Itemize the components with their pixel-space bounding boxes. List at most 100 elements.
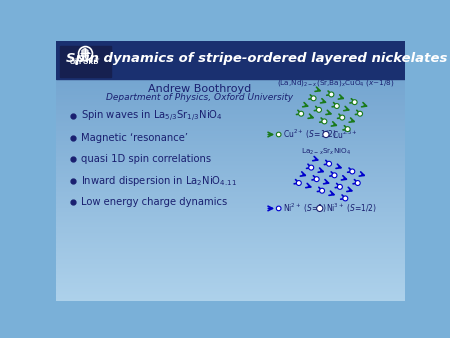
Bar [56, 163, 405, 164]
Bar [56, 259, 405, 261]
Bar [56, 125, 405, 126]
Bar [56, 65, 405, 67]
Circle shape [327, 161, 332, 166]
Bar [56, 151, 405, 152]
Bar [56, 273, 405, 275]
Bar [56, 60, 405, 62]
Text: (La,Nd)$_{2-x}$(Sr,Ba)$_x$CuO$_4$ ($x$~1/8): (La,Nd)$_{2-x}$(Sr,Ba)$_x$CuO$_4$ ($x$~1… [277, 78, 394, 88]
Bar [56, 215, 405, 216]
Bar [56, 280, 405, 281]
Bar [56, 224, 405, 225]
Bar [56, 177, 405, 178]
Bar [56, 97, 405, 99]
Bar [56, 209, 405, 211]
Bar [56, 295, 405, 297]
Bar [56, 142, 405, 143]
Circle shape [343, 196, 348, 201]
Bar [56, 290, 405, 292]
Bar [56, 166, 405, 168]
Bar [56, 77, 405, 78]
Bar [56, 71, 405, 73]
Bar [56, 252, 405, 254]
Bar [56, 191, 405, 193]
Bar [56, 131, 405, 133]
Bar [56, 194, 405, 195]
Bar [56, 265, 405, 267]
Bar [56, 149, 405, 151]
Bar [56, 216, 405, 218]
Bar [56, 87, 405, 89]
Text: Inward dispersion in La$_2$NiO$_{4.11}$: Inward dispersion in La$_2$NiO$_{4.11}$ [81, 174, 237, 188]
Bar [56, 37, 405, 79]
Bar [56, 49, 405, 51]
Bar [56, 234, 405, 236]
Bar [56, 104, 405, 106]
Bar [56, 84, 405, 86]
Bar [56, 99, 405, 100]
Bar [56, 144, 405, 146]
Bar [56, 112, 405, 114]
Circle shape [316, 107, 321, 112]
Bar [56, 213, 405, 215]
Bar [56, 52, 405, 54]
Bar [56, 54, 405, 56]
Bar [56, 139, 405, 141]
Bar [56, 187, 405, 189]
Bar [56, 120, 405, 121]
Bar [56, 276, 405, 277]
Bar [56, 244, 405, 246]
Bar [56, 134, 405, 136]
Circle shape [340, 115, 345, 120]
Bar [56, 246, 405, 247]
Bar [56, 221, 405, 223]
Bar [56, 66, 405, 68]
Bar [56, 75, 405, 77]
Bar [56, 229, 405, 231]
Bar [56, 91, 405, 93]
Text: Cu$^{2+}$ ($S$=1/2): Cu$^{2+}$ ($S$=1/2) [284, 128, 337, 141]
Bar [56, 155, 405, 156]
Bar [56, 88, 405, 90]
Bar [56, 109, 405, 111]
Circle shape [276, 206, 281, 211]
Bar [56, 152, 405, 154]
Bar [56, 61, 405, 63]
Bar [56, 298, 405, 299]
Bar [56, 48, 405, 50]
Circle shape [309, 165, 314, 170]
Bar [56, 53, 405, 55]
Bar [56, 57, 405, 59]
Circle shape [350, 169, 355, 174]
Bar [56, 196, 405, 198]
Bar [56, 251, 405, 253]
Bar [56, 260, 405, 262]
Bar [56, 143, 405, 145]
Bar [56, 198, 405, 199]
Bar [56, 254, 405, 255]
Circle shape [338, 185, 342, 189]
Bar [56, 148, 405, 150]
Text: OXFORD: OXFORD [70, 61, 100, 65]
Text: quasi 1D spin correlations: quasi 1D spin correlations [81, 154, 211, 164]
Bar [56, 226, 405, 228]
Circle shape [332, 173, 337, 178]
Bar [56, 113, 405, 115]
Bar [56, 175, 405, 177]
Bar [56, 103, 405, 104]
Bar [56, 126, 405, 128]
Bar [56, 106, 405, 108]
Bar [56, 96, 405, 98]
Bar [56, 135, 405, 137]
Bar [56, 130, 405, 132]
Bar [56, 189, 405, 190]
Bar [56, 241, 405, 242]
Text: UNIVERSITY OF: UNIVERSITY OF [70, 58, 100, 62]
Bar [56, 156, 405, 158]
Bar [56, 282, 405, 284]
Bar [56, 181, 405, 183]
Text: Department of Physics, Oxford University: Department of Physics, Oxford University [106, 93, 293, 102]
Bar [56, 248, 405, 250]
Bar [56, 206, 405, 207]
Bar [56, 190, 405, 192]
Bar [56, 117, 405, 119]
